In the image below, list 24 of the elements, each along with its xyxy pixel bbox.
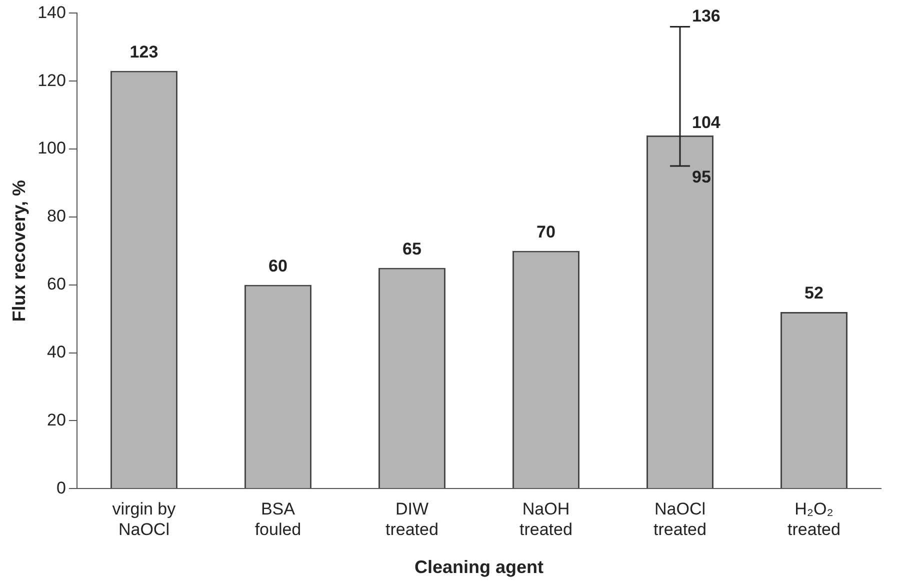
y-tick-label: 40 (47, 342, 66, 362)
x-tick-label: DIW treated (386, 499, 438, 539)
data-label: 104 (692, 113, 721, 132)
x-tick-label: H₂O₂ treated (788, 499, 840, 539)
data-label: 52 (804, 284, 824, 303)
y-tick-label: 140 (38, 2, 66, 22)
data-label: 123 (130, 42, 158, 62)
x-tick-label: NaOH treated (520, 499, 572, 539)
x-tick-label: virgin by NaOCl (112, 499, 176, 539)
y-axis-title: Flux recovery, % (8, 180, 29, 322)
x-tick-label: BSA fouled (254, 499, 302, 539)
data-label: 70 (536, 222, 556, 242)
data-label: 65 (402, 240, 422, 259)
x-tick-label: NaOCl treated (654, 499, 706, 539)
x-axis-title: Cleaning agent (414, 557, 544, 578)
data-label: 60 (268, 256, 288, 276)
y-tick-label: 20 (47, 410, 66, 430)
y-tick-label: 60 (47, 274, 66, 294)
annotation: 95 (692, 168, 711, 187)
y-tick-label: 120 (38, 70, 66, 90)
y-tick-label: 100 (38, 138, 66, 158)
y-tick-label: 80 (47, 206, 66, 226)
y-tick-label: 0 (56, 478, 66, 498)
annotation: 136 (692, 6, 720, 26)
